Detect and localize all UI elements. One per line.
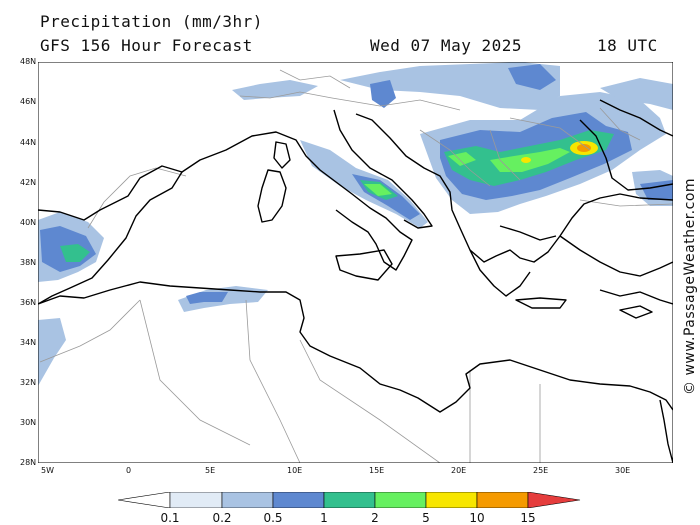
legend-label: 0.2 [212, 511, 232, 525]
legend-label: 10 [469, 511, 485, 525]
lon-label: 5E [205, 466, 216, 475]
legend-min-arrow [118, 492, 171, 508]
lon-label: 5W [41, 466, 54, 475]
lon-label: 20E [451, 466, 467, 475]
coastlines [38, 99, 673, 463]
legend-label: 2 [371, 511, 379, 525]
lat-label: 30N [20, 418, 37, 427]
legend-swatch [374, 492, 427, 508]
lat-label: 46N [20, 97, 37, 106]
lon-label: 30E [615, 466, 631, 475]
country-borders [39, 69, 673, 463]
legend-label: 0.1 [160, 511, 180, 525]
legend-label: 5 [422, 511, 430, 525]
lat-label: 42N [20, 178, 37, 187]
precip-peak-area [521, 141, 598, 163]
forecast-date: Wed 07 May 2025 [370, 36, 522, 55]
forecast-time: 18 UTC [597, 36, 658, 55]
lat-label: 34N [20, 338, 37, 347]
legend-swatch [221, 492, 274, 508]
legend-swatch [425, 492, 478, 508]
lon-label: 25E [533, 466, 549, 475]
lat-label: 38N [20, 258, 37, 267]
lat-label: 44N [20, 138, 37, 147]
legend-swatch [476, 492, 529, 508]
legend-swatch [169, 492, 223, 508]
lon-label: 10E [287, 466, 303, 475]
legend-label: 15 [520, 511, 536, 525]
precipitation-legend [118, 492, 581, 508]
forecast-label: GFS 156 Hour Forecast [40, 36, 253, 55]
legend-label: 1 [320, 511, 328, 525]
precipitation-map [38, 62, 673, 463]
lon-label: 15E [369, 466, 385, 475]
lat-label: 28N [20, 458, 37, 467]
lat-label: 48N [20, 57, 37, 66]
lat-label: 36N [20, 298, 37, 307]
legend-label: 0.5 [263, 511, 283, 525]
lat-label: 40N [20, 218, 37, 227]
lon-label: 0 [126, 466, 132, 475]
legend-swatch [272, 492, 325, 508]
map-title: Precipitation (mm/3hr) [40, 12, 263, 31]
legend-max-arrow [527, 492, 581, 508]
legend-swatch [323, 492, 376, 508]
watermark-text: © www.PassageWeather.com [682, 177, 698, 395]
lat-label: 32N [20, 378, 37, 387]
